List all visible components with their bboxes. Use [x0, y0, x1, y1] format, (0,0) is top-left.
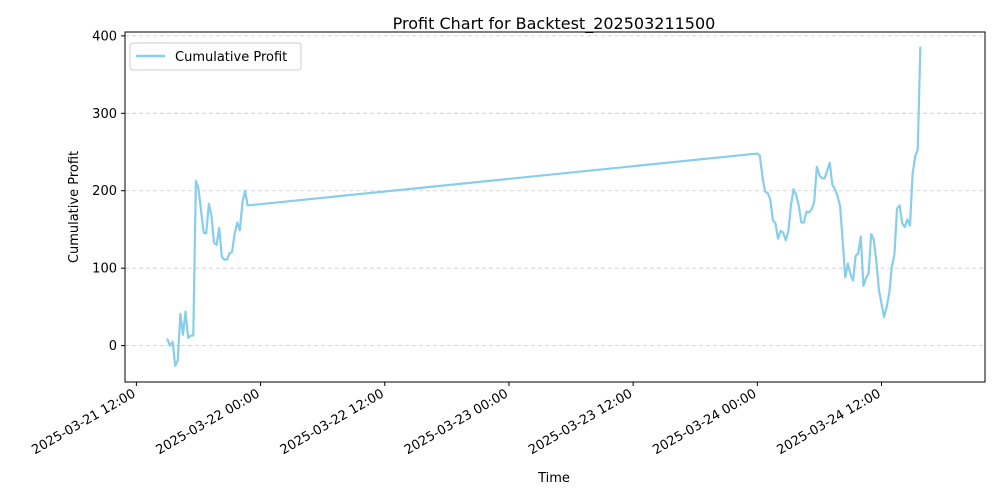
plot-area-frame: [124, 31, 986, 383]
legend: Cumulative Profit: [129, 42, 302, 71]
x-tick-label: 2025-03-22 00:00: [154, 386, 263, 458]
y-tick-label: 0: [109, 339, 117, 354]
x-tick-label: 2025-03-23 00:00: [402, 386, 511, 458]
x-tick-label: 2025-03-22 12:00: [278, 386, 387, 458]
y-tick-label: 100: [92, 262, 117, 277]
legend-box: [129, 42, 302, 71]
x-tick-label: 2025-03-21 12:00: [29, 386, 138, 458]
x-tick-label: 2025-03-23 12:00: [526, 386, 635, 458]
x-tick-label: 2025-03-24 12:00: [775, 386, 884, 458]
series-layer: [166, 46, 922, 367]
y-axis-title: Cumulative Profit: [67, 151, 82, 263]
x-tick-label: 2025-03-24 00:00: [650, 386, 759, 458]
y-tick-label: 300: [92, 107, 117, 122]
chart-title: Profit Chart for Backtest_202503211500: [393, 14, 716, 34]
y-tick-label: 200: [92, 184, 117, 199]
legend-label: Cumulative Profit: [175, 50, 287, 65]
y-axis: 0 100 200 300 400: [92, 29, 125, 354]
y-tick-label: 400: [92, 29, 117, 44]
x-axis: 2025-03-21 12:00 2025-03-22 00:00 2025-03-…: [29, 382, 884, 458]
x-axis-title: Time: [537, 471, 570, 486]
series-line-cumulative-profit: [166, 46, 922, 367]
grid-lines: [125, 35, 985, 347]
